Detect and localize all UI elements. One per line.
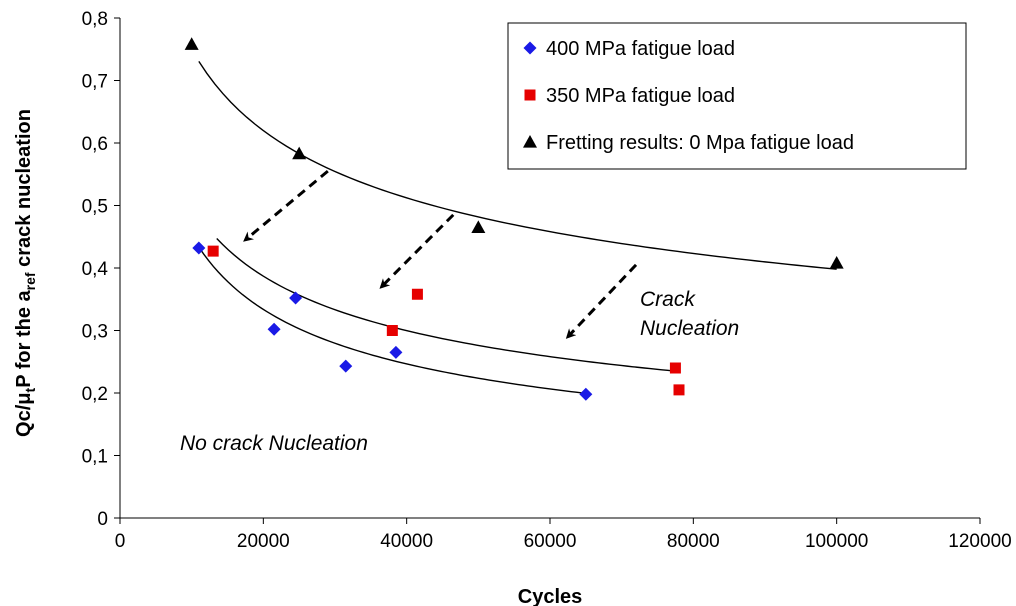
legend: 400 MPa fatigue load 350 MPa fatigue load… [507,22,967,170]
y-title-mid: P for the a [13,289,35,387]
trend-curve-1 [216,238,680,373]
point-diamond-2 [289,291,303,305]
y-tick-label: 0,3 [82,322,108,343]
y-tick-label: 0 [97,509,108,530]
y-tick-label: 0,6 [82,134,108,155]
legend-label: 350 MPa fatigue load [546,85,735,107]
x-tick-label: 60000 [524,531,577,552]
annotation-no-crack-nucleation: No crack Nucleation [180,432,368,455]
y-tick-label: 0,4 [82,259,109,280]
y-title-end: crack nucleation [13,109,35,272]
y-axis-title: Qc/μtP for the aref crack nucleation [13,109,38,437]
dashed-arrow-2 [565,263,638,339]
legend-marker-triangle [523,135,537,148]
legend-marker-square [524,89,536,101]
point-square-1 [386,325,398,336]
x-tick-label: 100000 [805,531,868,552]
y-title-main: Qc/μ [13,392,35,436]
point-triangle-0 [184,37,199,50]
point-diamond-5 [579,387,593,401]
plot-area: 0 20000 40000 60000 80000 100000 120000 0 0,1 0,2… [82,9,1012,552]
point-diamond-0 [192,241,206,255]
y-title-sub1: t [22,387,38,392]
x-tick-label: 40000 [380,531,433,552]
point-square-4 [673,384,685,396]
dashed-arrow-1 [379,213,455,289]
annotation-crack-nucleation-2: Nucleation [640,317,739,340]
point-triangle-1 [292,146,307,160]
point-diamond-3 [339,359,353,373]
point-square-0 [207,245,219,257]
y-tick-label: 0,1 [82,447,108,468]
point-triangle-3 [829,256,844,269]
annotation-crack-nucleation: Crack [640,288,696,311]
trend-curve-0 [198,246,586,395]
x-tick-label: 20000 [237,531,290,552]
x-tick-label: 80000 [667,531,720,552]
x-tick-label: 120000 [948,531,1011,552]
y-tick-label: 0,7 [82,72,108,93]
x-tick-label: 0 [115,531,126,552]
y-title-sub2: ref [22,272,38,290]
y-tick-label: 0,5 [82,197,108,218]
point-diamond-1 [267,322,281,336]
legend-label: Fretting results: 0 Mpa fatigue load [546,132,854,154]
point-square-3 [669,362,681,374]
y-tick-label: 0,8 [82,9,108,30]
point-diamond-4 [389,345,403,359]
dashed-arrow-0 [243,169,329,242]
legend-box [507,22,967,170]
legend-marker-diamond [523,41,537,55]
point-square-2 [411,288,423,300]
x-axis-title: Cycles [518,586,583,606]
legend-label: 400 MPa fatigue load [546,38,735,60]
trend-curve-2 [198,60,837,270]
point-triangle-2 [471,220,486,233]
y-tick-label: 0,2 [82,384,108,405]
